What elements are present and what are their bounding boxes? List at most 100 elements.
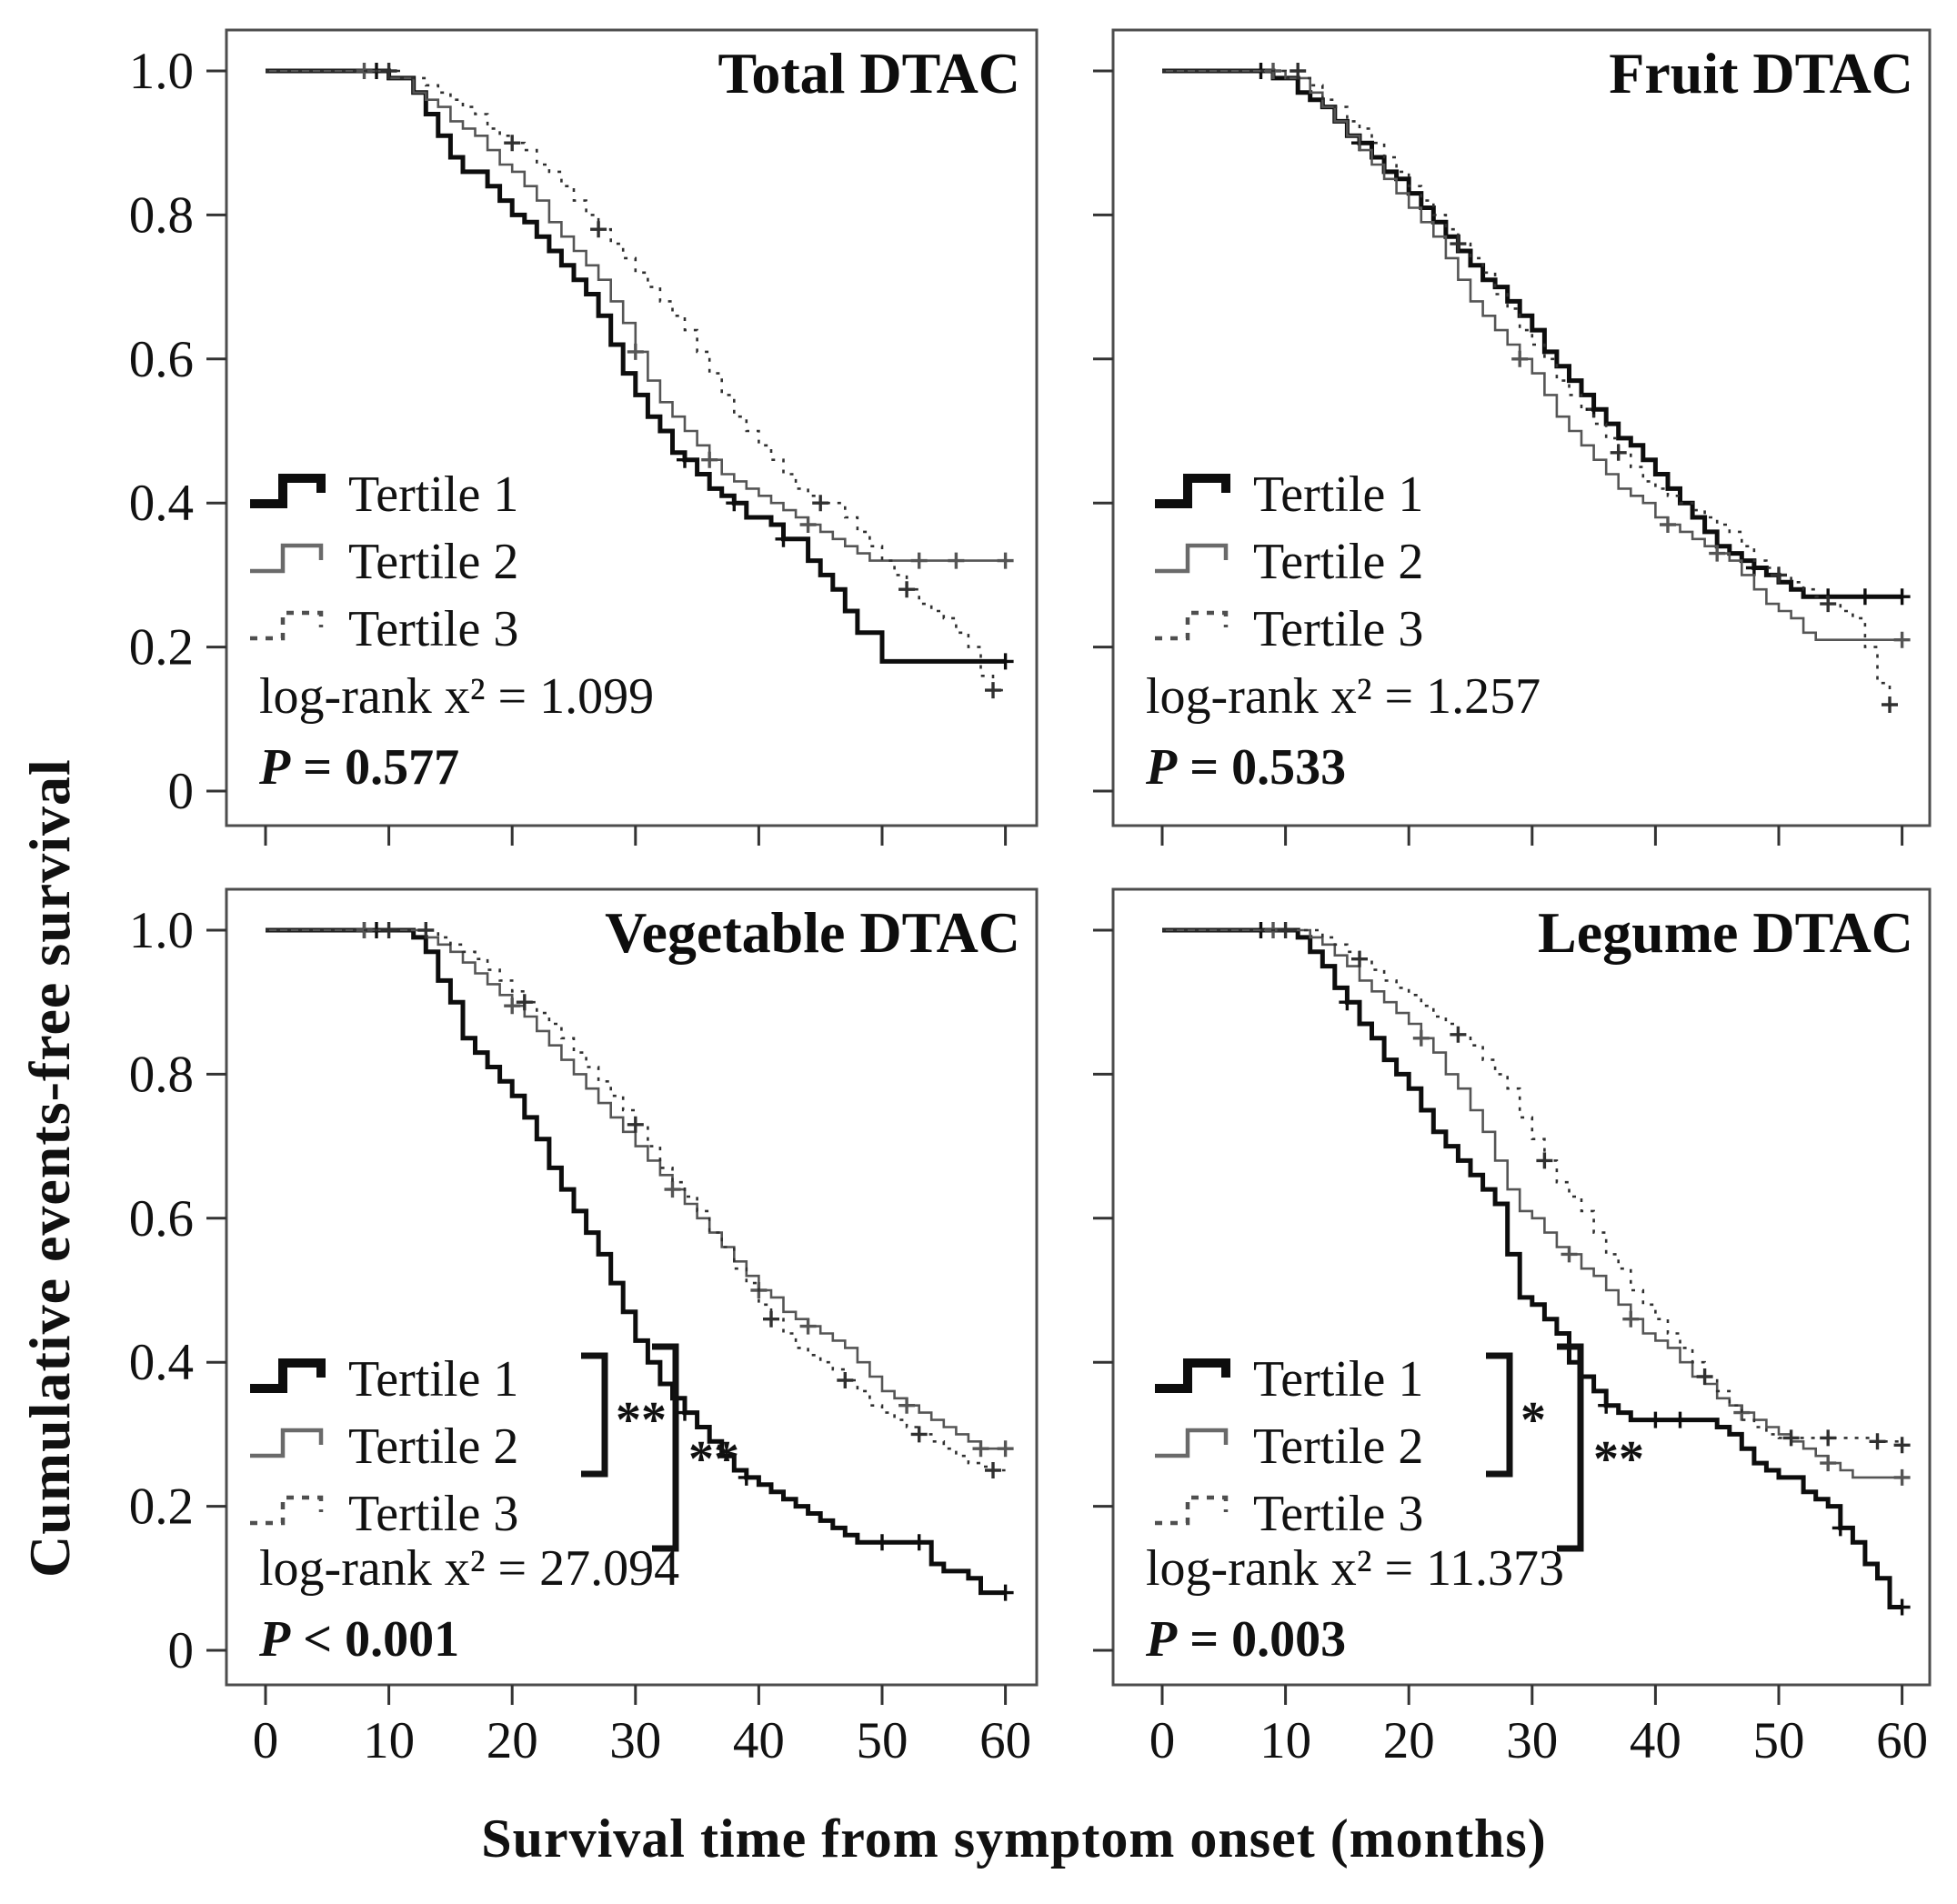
censor-mark bbox=[417, 922, 435, 938]
censor-mark bbox=[1450, 1026, 1467, 1043]
censor-mark bbox=[1561, 1246, 1578, 1263]
legend-swatch-3 bbox=[250, 1495, 324, 1526]
survival-curve bbox=[266, 69, 1006, 562]
censor-mark bbox=[1771, 566, 1787, 584]
x-tick-label: 50 bbox=[1753, 1712, 1805, 1769]
censor-mark bbox=[590, 221, 607, 238]
y-tick-label: 0.8 bbox=[129, 1046, 194, 1103]
x-tick-label: 20 bbox=[487, 1712, 538, 1769]
legend-label-1: Tertile 1 bbox=[1253, 1351, 1423, 1408]
plot-frame bbox=[225, 887, 1039, 1687]
significance-brackets: *** bbox=[1486, 1343, 1644, 1552]
censor-mark bbox=[627, 1116, 644, 1133]
censor-mark bbox=[664, 1181, 681, 1198]
censor-mark bbox=[1745, 559, 1762, 576]
legend-label-2: Tertile 2 bbox=[348, 534, 518, 590]
stat-logrank: log-rank x² = 27.094 bbox=[259, 1540, 679, 1597]
significance-star-t1-t3: ** bbox=[688, 1431, 739, 1488]
x-axis-ticks: 0 10 20 30 40 50 60 bbox=[253, 1685, 1031, 1769]
censor-mark bbox=[627, 343, 644, 360]
censor-mark bbox=[504, 997, 521, 1015]
y-tick-label: 0.4 bbox=[129, 475, 194, 532]
x-tick-label: 40 bbox=[1630, 1712, 1681, 1769]
legend-label-3: Tertile 3 bbox=[1253, 601, 1423, 657]
bracket-t1-t3 bbox=[1557, 1343, 1584, 1552]
censor-mark bbox=[910, 1426, 928, 1443]
censor-mark bbox=[1709, 545, 1726, 562]
censor-mark bbox=[1856, 588, 1873, 606]
x-axis-ticks bbox=[1160, 826, 1904, 846]
stat-pvalue: P < 0.001 bbox=[258, 1611, 459, 1668]
bracket-t1-t2 bbox=[1486, 1352, 1513, 1478]
y-tick-label: 0.2 bbox=[129, 619, 194, 676]
legend-swatch-2 bbox=[250, 1428, 324, 1458]
y-tick-label: 0 bbox=[168, 763, 195, 820]
censor-mark bbox=[1696, 1368, 1713, 1385]
x-axis-title: Survival time from symptom onset (months… bbox=[481, 1809, 1547, 1869]
censor-mark bbox=[726, 495, 743, 512]
censor-mark bbox=[997, 552, 1014, 569]
censor-mark bbox=[1782, 1429, 1800, 1447]
survival-curve bbox=[1162, 928, 1902, 1479]
legend: Tertile 1 Tertile 2 Tertile 3 bbox=[1155, 466, 1423, 657]
legend: Tertile 1 Tertile 2 Tertile 3 bbox=[250, 466, 518, 657]
censor-mark bbox=[1610, 444, 1627, 461]
legend-swatch-1 bbox=[250, 1358, 326, 1393]
panel-title: Vegetable DTAC bbox=[605, 900, 1020, 965]
censor-mark bbox=[1820, 1429, 1837, 1447]
legend-label-2: Tertile 2 bbox=[1253, 1418, 1423, 1475]
y-axis-ticks: 1.0 0.8 0.6 0.4 0.2 0 bbox=[129, 902, 226, 1679]
censor-mark bbox=[1277, 922, 1294, 938]
censor-mark bbox=[1882, 696, 1898, 713]
legend-label-1: Tertile 1 bbox=[348, 1351, 518, 1408]
x-tick-label: 0 bbox=[253, 1712, 279, 1769]
panel-title: Fruit DTAC bbox=[1609, 41, 1913, 105]
censor-mark bbox=[701, 451, 718, 468]
censor-mark bbox=[972, 1440, 989, 1458]
censor-mark bbox=[985, 682, 1001, 699]
plot-frame bbox=[1111, 887, 1932, 1687]
censor-mark bbox=[1893, 588, 1911, 606]
bracket-t1-t2 bbox=[581, 1352, 608, 1478]
censor-mark bbox=[1893, 631, 1911, 648]
legend-swatch-1 bbox=[1155, 474, 1230, 508]
bracket-t1-t3 bbox=[652, 1343, 679, 1552]
stat-pvalue: P = 0.577 bbox=[258, 739, 459, 796]
censor-mark bbox=[1820, 1455, 1837, 1472]
legend-swatch-3 bbox=[1155, 610, 1229, 641]
censor-mark bbox=[799, 516, 817, 533]
censor-mark bbox=[910, 552, 928, 569]
censor-mark bbox=[738, 1468, 755, 1486]
legend-label-2: Tertile 2 bbox=[1253, 534, 1423, 590]
censor-mark bbox=[677, 1404, 693, 1421]
legend: Tertile 1 Tertile 2 Tertile 3 bbox=[250, 1351, 518, 1542]
x-axis-ticks bbox=[264, 826, 1008, 846]
legend: Tertile 1 Tertile 2 Tertile 3 bbox=[1155, 1351, 1423, 1542]
x-axis-ticks: 0 10 20 30 40 50 60 bbox=[1149, 1685, 1928, 1769]
series-tertile-3 bbox=[266, 922, 1006, 1478]
y-tick-label: 1.0 bbox=[129, 43, 194, 100]
censor-mark bbox=[985, 1462, 1001, 1478]
censor-mark bbox=[1893, 1468, 1911, 1486]
significance-star-t1-t3: ** bbox=[1593, 1431, 1644, 1488]
censor-mark bbox=[380, 63, 397, 79]
survival-curve bbox=[266, 927, 1006, 1596]
legend-swatch-3 bbox=[1155, 1495, 1229, 1526]
series-tertile-1 bbox=[1162, 63, 1911, 606]
legend-swatch-2 bbox=[1155, 1428, 1229, 1458]
censor-mark bbox=[1339, 994, 1356, 1011]
x-tick-label: 50 bbox=[857, 1712, 908, 1769]
panel-title: Total DTAC bbox=[718, 41, 1021, 105]
censor-mark bbox=[380, 922, 397, 938]
legend-swatch-1 bbox=[1155, 1358, 1230, 1393]
x-tick-label: 0 bbox=[1149, 1712, 1176, 1769]
censor-mark bbox=[1450, 235, 1467, 253]
censor-mark bbox=[1622, 1310, 1640, 1328]
censor-mark bbox=[1660, 516, 1676, 533]
x-tick-label: 40 bbox=[733, 1712, 785, 1769]
censor-mark bbox=[898, 581, 916, 598]
series-tertile-2 bbox=[266, 63, 1014, 569]
survival-curve bbox=[1162, 927, 1902, 1609]
censor-mark bbox=[837, 1372, 854, 1388]
